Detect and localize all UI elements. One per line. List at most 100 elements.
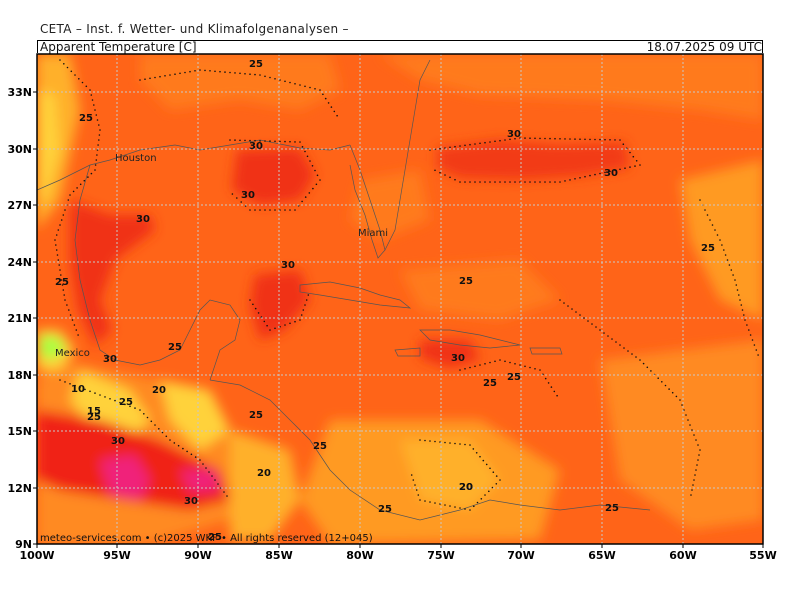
latitude-labels: 33N 30N 27N 24N 21N 18N 15N 12N 9N	[7, 86, 32, 551]
lon-label: 95W	[103, 549, 130, 562]
contour-label: 25	[168, 342, 182, 353]
contour-dots	[54, 59, 759, 511]
contour-dot	[495, 475, 498, 477]
contour-dot	[204, 69, 206, 72]
contour-dot	[697, 459, 699, 461]
contour-dot	[264, 75, 266, 78]
contour-dot	[529, 137, 531, 139]
contour-dot	[217, 483, 219, 485]
contour-dot	[68, 309, 70, 311]
contour-dot	[54, 239, 56, 241]
contour-dot	[464, 368, 466, 370]
contour-dot	[79, 386, 81, 389]
contour-dot	[691, 489, 693, 491]
contour-dot	[476, 501, 479, 504]
contour-dot	[415, 489, 418, 491]
contour-dot	[72, 190, 75, 193]
contour-dot	[99, 129, 101, 131]
lat-label: 9N	[15, 538, 32, 551]
contour-dot	[474, 181, 476, 183]
contour-dot	[87, 176, 89, 178]
contour-dot	[559, 181, 561, 183]
contour-dot	[459, 145, 461, 147]
contour-dot	[154, 76, 156, 79]
contour-dot	[254, 139, 256, 142]
contour-dot	[679, 399, 681, 401]
contour-dot	[60, 219, 63, 221]
contour-dot	[229, 71, 231, 74]
contour-dot	[274, 209, 276, 211]
contour-dot	[64, 209, 66, 211]
contour-dot	[751, 339, 754, 341]
contour-dot	[236, 197, 238, 199]
contour-dot	[444, 174, 446, 176]
contour-dot	[714, 229, 716, 231]
contour-dot	[696, 464, 698, 466]
contour-dot	[211, 475, 213, 477]
contour-dot	[472, 448, 475, 450]
contour-dot	[316, 174, 319, 177]
contour-dot	[594, 173, 596, 176]
contour-dot	[257, 312, 260, 314]
contour-dot	[492, 471, 495, 474]
contour-dot	[444, 441, 446, 444]
contour-dot	[671, 391, 674, 394]
contour-label: 25	[701, 243, 715, 254]
contour-dot	[314, 169, 316, 172]
contour-dot	[75, 329, 78, 331]
contour-dot	[419, 499, 421, 501]
contour-dot	[604, 138, 606, 141]
contour-dot	[70, 70, 73, 73]
contour-dot	[619, 344, 621, 346]
contour-label: 25	[605, 503, 619, 514]
contour-dot	[753, 344, 756, 346]
contour-dot	[728, 264, 731, 266]
contour-label: 25	[87, 412, 101, 423]
contour-dot	[239, 139, 241, 142]
contour-dot	[473, 505, 475, 508]
contour-dot	[294, 209, 296, 211]
contour-label: 25	[313, 441, 327, 452]
contour-dot	[706, 214, 709, 216]
contour-dot	[614, 139, 616, 141]
contour-dot	[657, 377, 659, 380]
contour-dot	[650, 370, 652, 372]
contour-dot	[289, 140, 291, 143]
contour-dot	[96, 154, 98, 156]
contour-label: 20	[459, 482, 473, 493]
contour-dot	[604, 171, 606, 174]
contour-dot	[269, 76, 271, 79]
contour-dot	[599, 172, 601, 175]
contour-dot	[489, 361, 491, 364]
contour-dot	[439, 171, 441, 174]
contour-dot	[439, 147, 441, 150]
contour-dot	[635, 160, 638, 162]
contour-dot	[575, 311, 577, 313]
contour-dot	[599, 138, 601, 141]
lon-label: 55W	[749, 549, 776, 562]
contour-dot	[554, 137, 556, 140]
contour-dot	[571, 308, 573, 310]
contour-dot	[60, 279, 63, 281]
contour-dot	[279, 209, 281, 211]
contour-dot	[79, 183, 82, 186]
contour-dot	[534, 137, 536, 140]
contour-dot	[634, 165, 636, 167]
contour-dot	[475, 452, 478, 454]
contour-dot	[569, 138, 571, 140]
city-label-houston: Houston	[115, 153, 157, 164]
contour-dot	[755, 349, 758, 351]
contour-dot	[539, 181, 541, 183]
contour-dot	[668, 388, 670, 390]
contour-dot	[482, 459, 485, 462]
contour-dot	[97, 144, 99, 146]
contour-dot	[57, 229, 60, 231]
contour-dot	[279, 140, 281, 143]
contour-dot	[301, 146, 304, 148]
lat-label: 27N	[7, 199, 32, 212]
contour-dot	[306, 155, 309, 158]
contour-dot	[177, 444, 180, 447]
contour-dot	[304, 196, 307, 198]
contour-dot	[504, 181, 506, 183]
contour-dot	[294, 83, 296, 85]
